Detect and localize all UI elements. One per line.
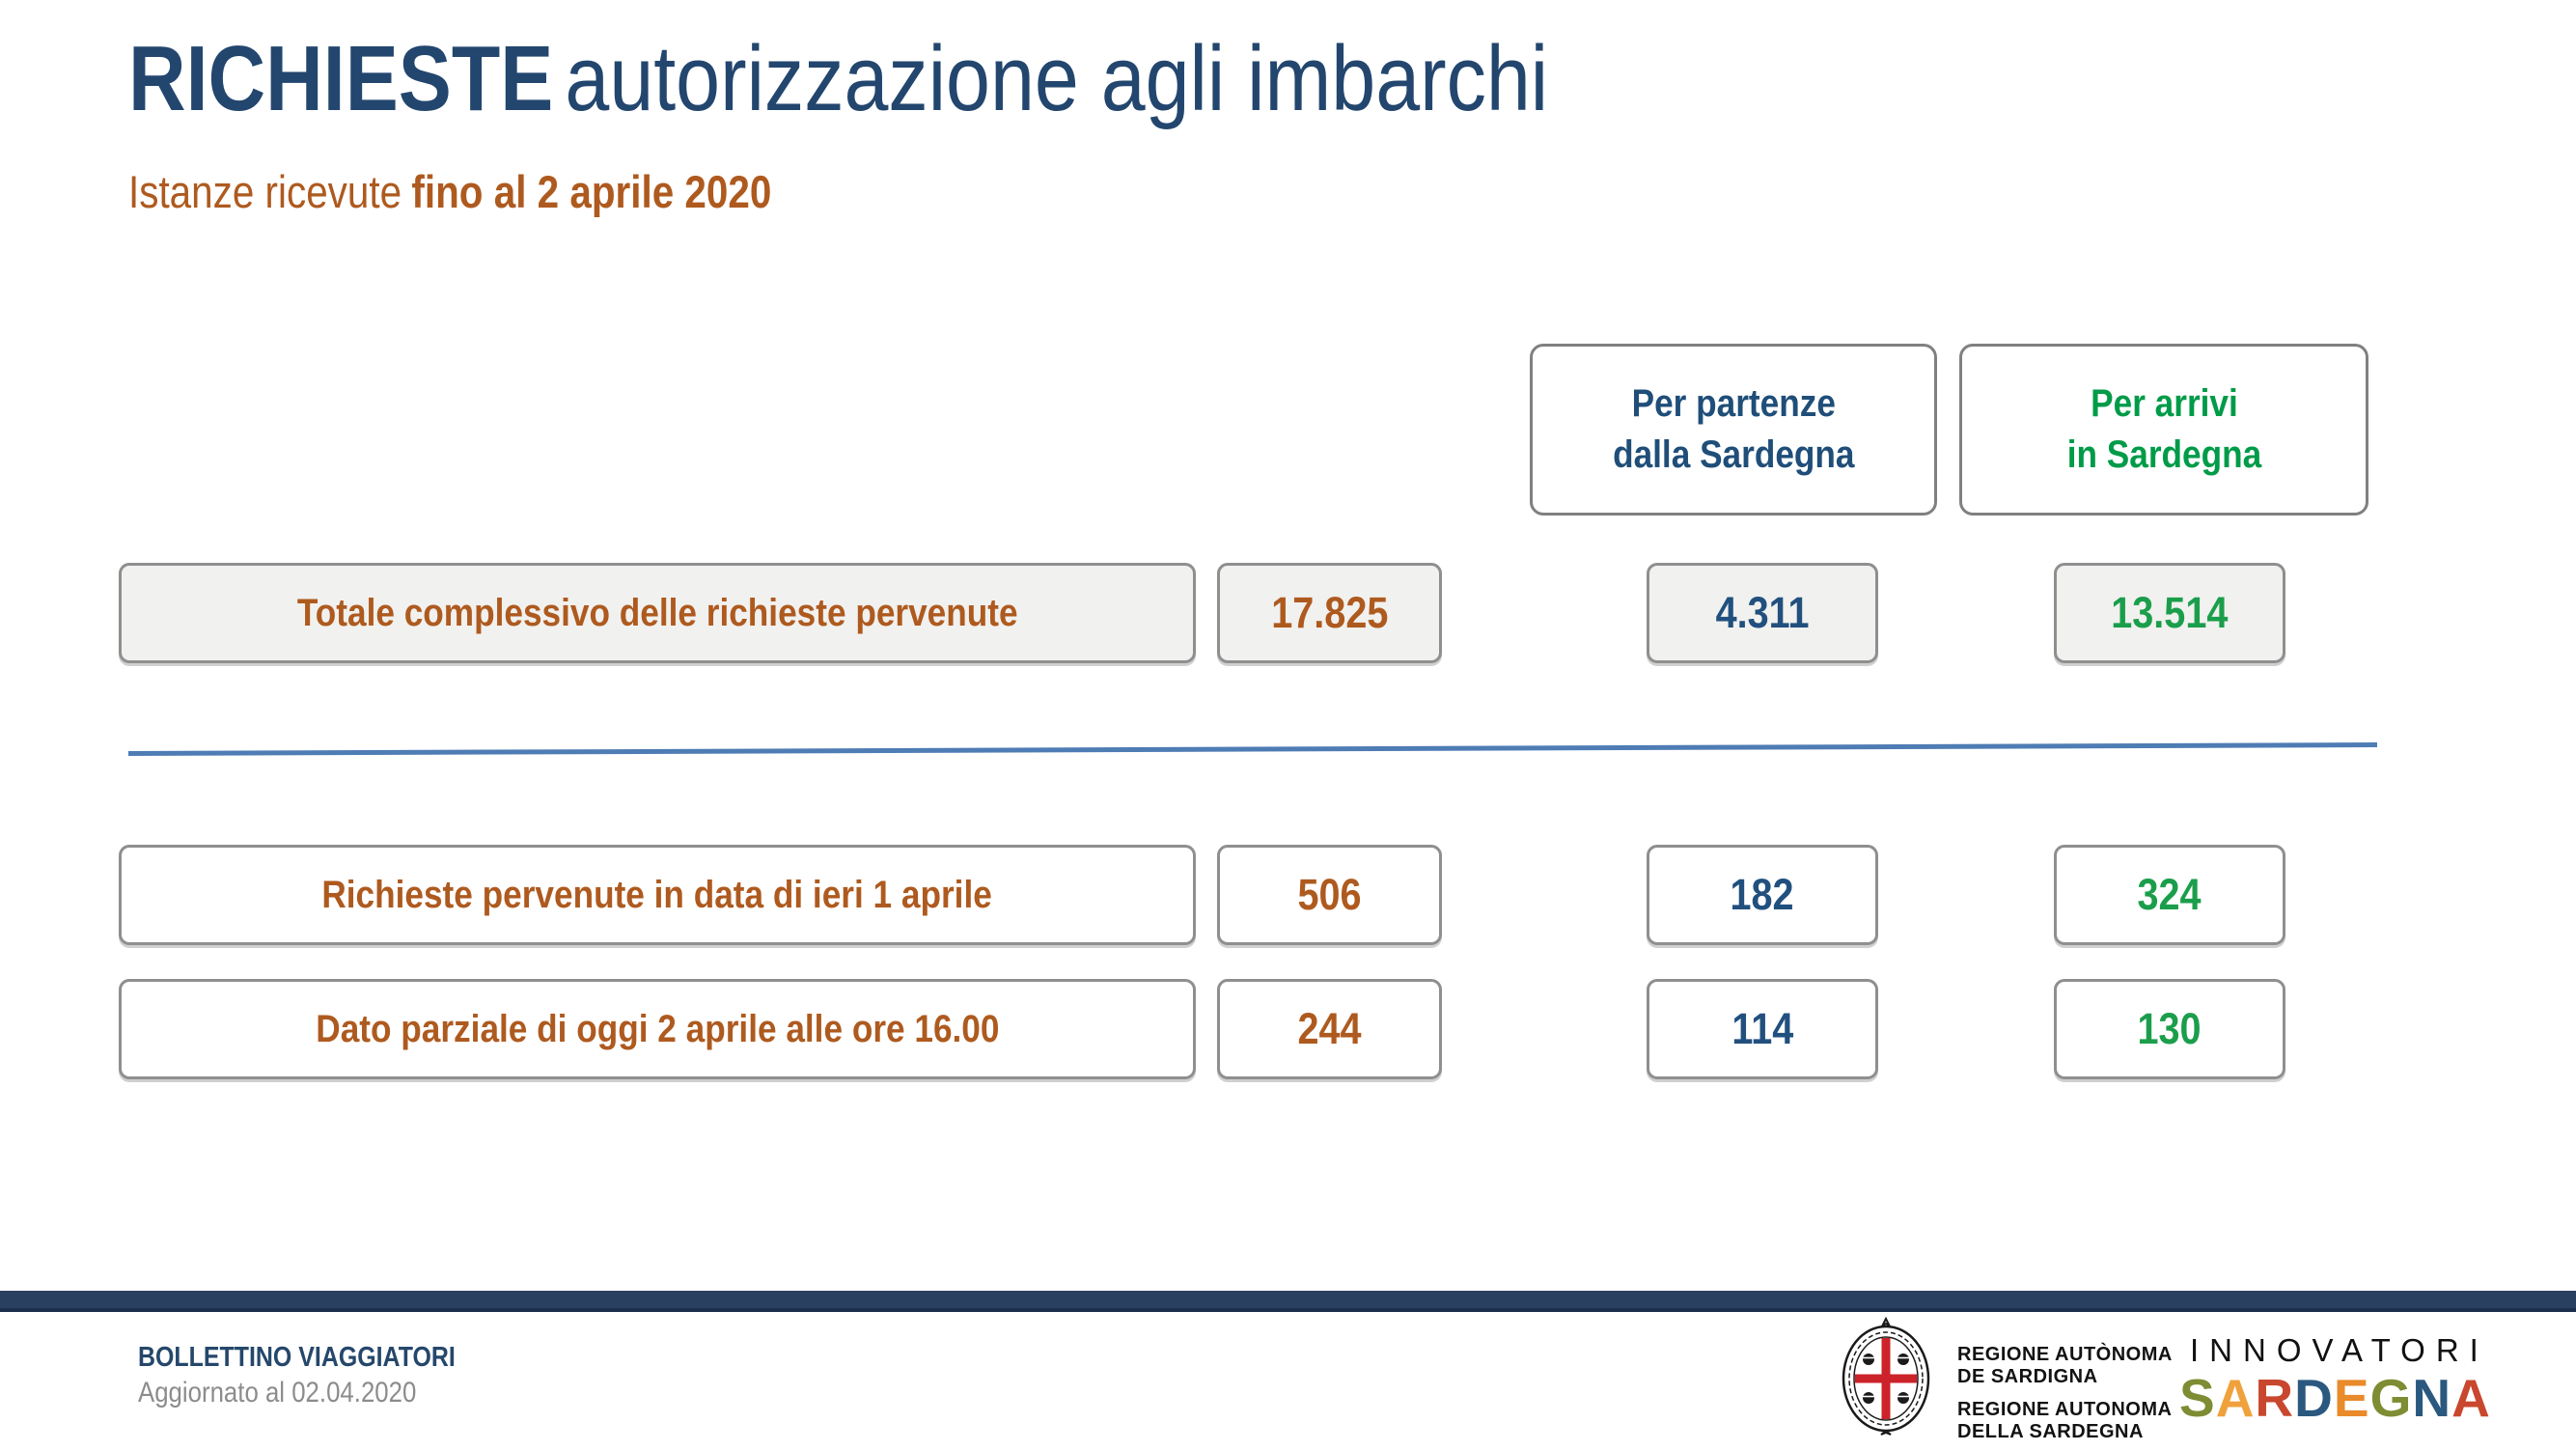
region-logo-text: REGIONE AUTÒNOMA DE SARDIGNA REGIONE AUT…	[1957, 1344, 2173, 1443]
logo-letter: E	[2333, 1368, 2370, 1428]
bulletin-updated: Aggiornato al 02.04.2020	[138, 1377, 461, 1409]
value-partenze-text: 182	[1730, 870, 1795, 919]
page-title-regular: autorizzazione agli imbarchi	[565, 27, 1549, 130]
bulletin-title: BOLLETTINO VIAGGIATORI	[138, 1342, 507, 1374]
column-header-arrivi-line2: in Sardegna	[2066, 433, 2261, 476]
value-totale: 17.825	[1217, 563, 1442, 663]
logo-letter: A	[2451, 1368, 2491, 1428]
sardegna-coat-of-arms-icon	[1842, 1317, 1930, 1436]
value-partenze-text: 4.311	[1715, 588, 1810, 637]
value-arrivi: 130	[2054, 979, 2285, 1079]
row-label: Richieste pervenute in data di ieri 1 ap…	[119, 845, 1196, 945]
logo-letter: A	[2215, 1368, 2256, 1428]
value-partenze-text: 114	[1731, 1004, 1793, 1053]
value-partenze: 182	[1647, 845, 1878, 945]
value-partenze: 4.311	[1647, 563, 1878, 663]
region-sardinian-line1: REGIONE AUTÒNOMA	[1957, 1344, 2173, 1365]
footer-accent-bar	[0, 1291, 2576, 1312]
row-label-text: Totale complessivo delle richieste perve…	[296, 591, 1018, 634]
value-arrivi-text: 130	[2137, 1004, 2202, 1053]
column-header-arrivi: Per arrivi in Sardegna	[1959, 344, 2368, 516]
innovatori-logo-line2: SARDEGNA	[2179, 1368, 2490, 1428]
logo-letter: R	[2255, 1368, 2295, 1428]
region-italian-line1: REGIONE AUTONOMA	[1957, 1399, 2173, 1420]
row-label-text: Richieste pervenute in data di ieri 1 ap…	[321, 873, 993, 916]
value-totale-text: 244	[1297, 1004, 1362, 1053]
value-totale-text: 17.825	[1270, 588, 1389, 637]
innovatori-sardegna-logo: INNOVATORI SARDEGNA	[2179, 1332, 2490, 1428]
logo-letter: N	[2412, 1368, 2452, 1428]
region-sardinian-line2: DE SARDIGNA	[1957, 1366, 2098, 1387]
bulletin-updated-text: Aggiornato al 02.04.2020	[138, 1377, 417, 1409]
page-subtitle-regular: Istanze ricevute	[128, 166, 402, 217]
page-subtitle-bold: fino al 2 aprile 2020	[411, 166, 772, 217]
row-label-text: Dato parziale di oggi 2 aprile alle ore …	[315, 1007, 1000, 1050]
page-title: RICHIESTE autorizzazione agli imbarchi	[128, 27, 1780, 131]
bulletin-title-text: BOLLETTINO VIAGGIATORI	[138, 1342, 456, 1373]
logo-letter: S	[2179, 1368, 2216, 1428]
column-header-arrivi-line1: Per arrivi	[2090, 382, 2238, 426]
value-arrivi: 324	[2054, 845, 2285, 945]
logo-letter: G	[2369, 1368, 2413, 1428]
value-arrivi: 13.514	[2054, 563, 2285, 663]
row-label: Dato parziale di oggi 2 aprile alle ore …	[119, 979, 1196, 1079]
value-partenze: 114	[1647, 979, 1878, 1079]
value-totale: 244	[1217, 979, 1442, 1079]
column-header-partenze: Per partenze dalla Sardegna	[1530, 344, 1937, 516]
region-italian-line2: DELLA SARDEGNA	[1957, 1421, 2144, 1442]
value-totale: 506	[1217, 845, 1442, 945]
value-totale-text: 506	[1297, 870, 1362, 919]
section-divider-line	[127, 742, 2377, 756]
value-arrivi-text: 13.514	[2111, 588, 2229, 637]
page-title-bold: RICHIESTE	[128, 27, 554, 130]
innovatori-logo-line1: INNOVATORI	[2190, 1332, 2489, 1368]
logo-letter: D	[2294, 1368, 2334, 1428]
column-header-partenze-line1: Per partenze	[1631, 382, 1836, 426]
column-header-partenze-line2: dalla Sardegna	[1612, 433, 1855, 476]
row-label: Totale complessivo delle richieste perve…	[119, 563, 1196, 663]
page-subtitle: Istanze ricevute fino al 2 aprile 2020	[128, 166, 876, 218]
value-arrivi-text: 324	[2137, 870, 2202, 919]
